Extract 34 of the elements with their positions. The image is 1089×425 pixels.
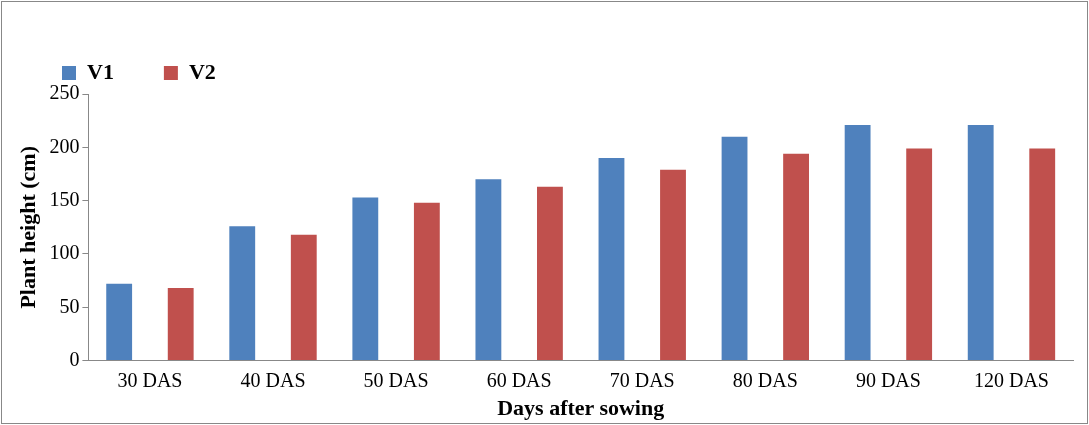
bar	[290, 234, 317, 361]
y-tick-label: 0	[69, 347, 80, 370]
y-tick-label: 50	[59, 294, 80, 317]
y-tick-label: 100	[49, 241, 80, 264]
x-tick-label: 60 DAS	[486, 368, 552, 391]
bar	[537, 186, 563, 361]
bar	[844, 124, 871, 361]
x-axis-title: Days after sowing	[497, 395, 665, 421]
x-tick-label: 50 DAS	[363, 368, 429, 391]
bar	[167, 288, 194, 361]
bar	[229, 226, 256, 361]
bar	[352, 197, 379, 361]
bar	[1029, 148, 1056, 361]
x-tick-label: 90 DAS	[855, 368, 921, 391]
bar	[598, 157, 625, 361]
legend-label: V2	[188, 58, 216, 84]
y-axis-title: Plant height (cm)	[14, 146, 40, 309]
y-tick-label: 200	[49, 134, 80, 157]
x-tick-label: 30 DAS	[117, 368, 183, 391]
bar	[413, 202, 440, 361]
bar	[106, 283, 133, 361]
bar	[660, 169, 686, 361]
bar	[783, 153, 809, 361]
legend-label: V1	[87, 58, 114, 84]
x-tick-label: 80 DAS	[732, 368, 798, 391]
x-tick-label: 40 DAS	[240, 368, 306, 391]
x-tick-label: 120 DAS	[973, 368, 1049, 391]
bar	[475, 179, 502, 361]
bar	[967, 124, 994, 361]
y-tick-label: 150	[49, 187, 80, 210]
bar	[906, 148, 933, 361]
x-tick-label: 70 DAS	[609, 368, 675, 391]
y-tick-label: 250	[49, 81, 80, 104]
bar	[721, 136, 748, 361]
